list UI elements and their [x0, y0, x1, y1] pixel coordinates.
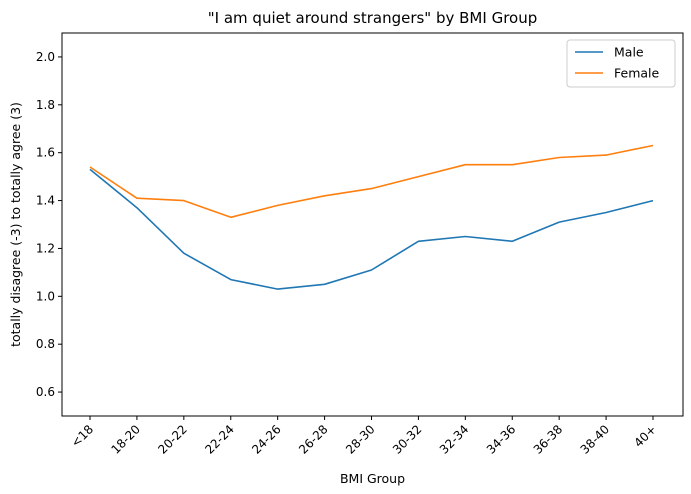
plot-frame — [61, 32, 684, 417]
x-axis-label: BMI Group — [340, 471, 405, 486]
x-axis: <18 18-20 20-22 22-24 24-26 26-28 28-30 30-32 32… — [68, 416, 659, 457]
x-tick-label: 18-20 — [108, 422, 143, 457]
y-axis-label: totally disagree (-3) to totally agree (… — [8, 102, 23, 347]
x-tick-label: 34-36 — [484, 422, 519, 457]
x-tick-label: 38-40 — [578, 422, 613, 457]
y-tick-label: 1.8 — [36, 98, 55, 112]
x-tick-label: 26-28 — [296, 422, 331, 457]
legend-label: Female — [614, 66, 660, 81]
y-tick-label: 1.2 — [36, 241, 55, 255]
x-tick-label: 20-22 — [155, 422, 190, 457]
x-tick-label: 22-24 — [202, 422, 237, 457]
x-tick-label: 36-38 — [531, 422, 566, 457]
series-lines — [89, 144, 654, 290]
chart-title: "I am quiet around strangers" by BMI Gro… — [208, 9, 537, 27]
y-tick-label: 1.4 — [36, 194, 55, 208]
y-axis: 0.6 0.8 1.0 1.2 1.4 1.6 1.8 2.0 — [36, 50, 62, 399]
x-tick-label: 32-34 — [437, 422, 472, 457]
y-tick-label: 1.6 — [36, 146, 55, 160]
x-tick-label: <18 — [68, 422, 96, 450]
x-tick-label: 28-30 — [343, 422, 378, 457]
series-line-female — [89, 144, 654, 219]
x-tick-label: 30-32 — [390, 422, 425, 457]
series-line-male — [89, 168, 654, 290]
y-tick-label: 0.6 — [36, 385, 55, 399]
x-tick-label: 40+ — [631, 422, 659, 450]
y-tick-label: 2.0 — [36, 50, 55, 64]
y-tick-label: 1.0 — [36, 289, 55, 303]
y-tick-label: 0.8 — [36, 337, 55, 351]
legend-label: Male — [614, 45, 644, 60]
x-tick-label: 24-26 — [249, 422, 284, 457]
legend: Male Female — [566, 39, 676, 88]
